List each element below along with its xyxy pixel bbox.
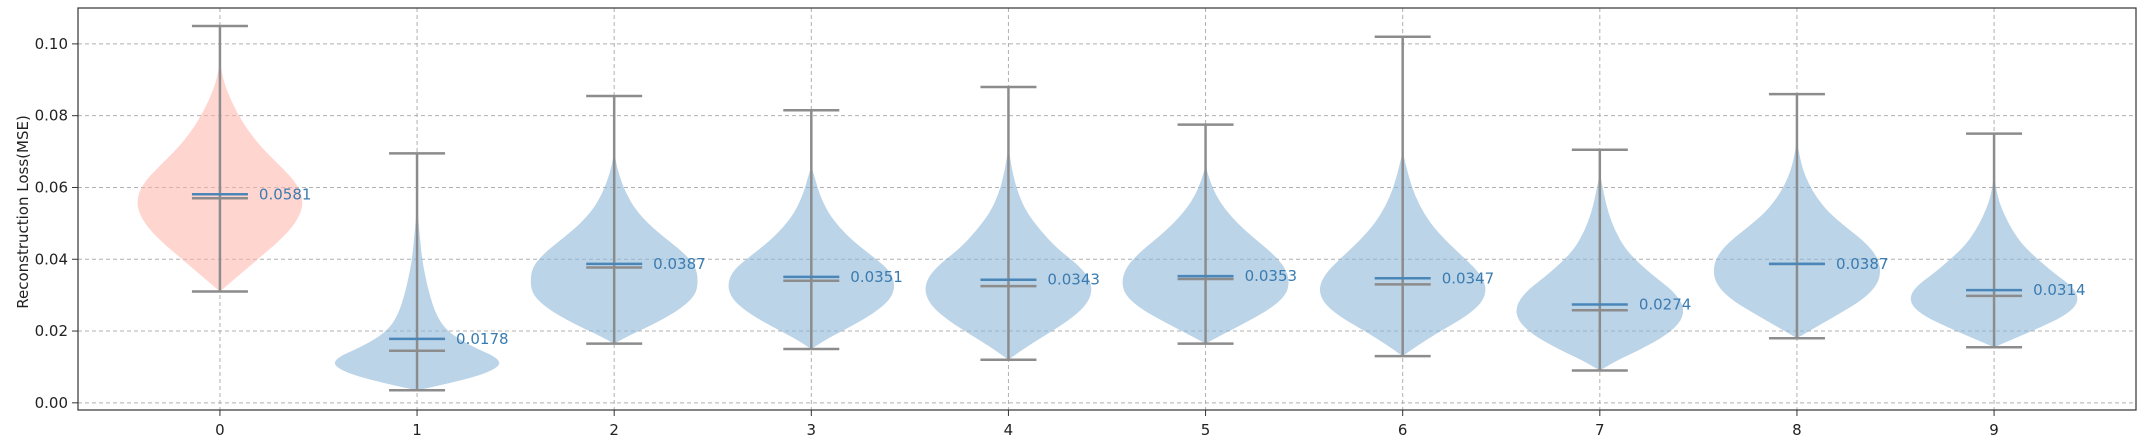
mean-label-9: 0.0314	[2033, 281, 2085, 299]
y-tick-label: 0.08	[35, 107, 68, 125]
x-tick-label: 9	[1989, 421, 1999, 439]
x-tick-label: 2	[609, 421, 619, 439]
mean-label-4: 0.0343	[1047, 271, 1100, 289]
x-tick-label: 5	[1201, 421, 1211, 439]
x-tick-label: 8	[1792, 421, 1802, 439]
mean-label-1: 0.0178	[456, 330, 509, 348]
x-tick-label: 3	[807, 421, 817, 439]
label-layer: 0.00 0.02 0.04 0.06 0.08 0.10 0 1 2 3 4 5 6 7 8 9 0.0581…	[35, 35, 2086, 439]
x-tick-label: 6	[1398, 421, 1408, 439]
y-tick-label: 0.00	[35, 394, 68, 412]
stats-layer	[191, 24, 2023, 392]
violin-layer	[137, 61, 2078, 391]
x-tick-label: 4	[1004, 421, 1014, 439]
mean-label-5: 0.0353	[1245, 267, 1298, 285]
mean-label-6: 0.0347	[1442, 269, 1495, 287]
y-tick-label: 0.04	[35, 250, 68, 268]
plot-frame	[77, 7, 2137, 411]
x-tick-label: 0	[215, 421, 225, 439]
axis-layer	[72, 7, 2137, 416]
mean-label-0: 0.0581	[259, 185, 312, 203]
x-tick-label: 1	[412, 421, 422, 439]
y-axis-label: Reconstruction Loss(MSE)	[14, 115, 32, 309]
y-tick-label: 0.10	[35, 35, 68, 53]
y-tick-label: 0.02	[35, 322, 68, 340]
x-tick-label: 7	[1595, 421, 1605, 439]
y-tick-label: 0.06	[35, 178, 68, 196]
mean-label-3: 0.0351	[850, 268, 903, 286]
mean-label-8: 0.0387	[1836, 255, 1889, 273]
mean-label-7: 0.0274	[1639, 295, 1692, 313]
mean-label-2: 0.0387	[653, 255, 706, 273]
